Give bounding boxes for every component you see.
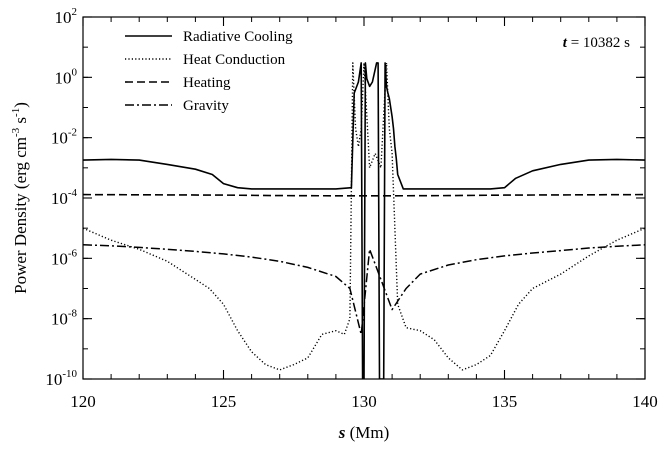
x-axis-unit: (Mm) <box>345 423 389 442</box>
x-axis-title: s (Mm) <box>338 423 390 442</box>
series-line-dashdot <box>83 244 645 336</box>
y-tick-exponent: 0 <box>72 66 78 78</box>
x-tick-label: 130 <box>351 392 377 411</box>
y-axis-suffix: ) <box>11 102 30 108</box>
legend-label: Heat Conduction <box>183 52 286 68</box>
time-value: = 10382 s <box>567 35 630 51</box>
y-tick-label: 10-4 <box>51 187 78 208</box>
y-axis-exp1: -3 <box>10 127 22 137</box>
y-tick-exponent: -2 <box>68 127 77 139</box>
x-axis-symbol: s <box>338 423 346 442</box>
y-tick-label: 10-8 <box>51 308 78 329</box>
y-tick-base: 10 <box>45 370 62 389</box>
y-tick-label: 10-2 <box>51 127 77 148</box>
y-tick-label: 100 <box>55 66 78 87</box>
y-tick-exponent: -4 <box>68 187 78 199</box>
y-tick-label: 102 <box>55 6 78 27</box>
y-tick-label: 10-6 <box>51 247 78 268</box>
y-tick-exponent: 2 <box>72 6 78 18</box>
legend-label: Radiative Cooling <box>183 29 293 45</box>
x-axis-ticks: 120 125 130 135 140 <box>70 17 658 411</box>
y-axis-exp2: -1 <box>10 108 22 117</box>
y-tick-exponent: -10 <box>62 368 77 380</box>
y-tick-base: 10 <box>51 129 68 148</box>
y-tick-base: 10 <box>55 8 72 27</box>
series-group <box>83 62 645 379</box>
y-tick-base: 10 <box>51 249 68 268</box>
y-tick-base: 10 <box>55 68 72 87</box>
legend-label: Gravity <box>183 98 229 114</box>
y-tick-base: 10 <box>51 189 68 208</box>
x-tick-label: 125 <box>211 392 237 411</box>
x-tick-label: 120 <box>70 392 96 411</box>
y-tick-label: 10-10 <box>45 368 77 389</box>
legend: Radiative Cooling Heat Conduction Heating G… <box>125 29 293 114</box>
y-axis-title: Power Density (erg cm-3 s-1) <box>10 102 30 294</box>
y-axis-prefix: Power Density (erg cm <box>11 137 30 294</box>
legend-label: Heating <box>183 75 231 91</box>
time-symbol: t <box>563 35 568 51</box>
x-tick-label: 140 <box>632 392 658 411</box>
series-line-solid <box>83 62 645 379</box>
y-axis-mid: s <box>11 117 30 128</box>
time-annotation: t = 10382 s <box>563 35 630 51</box>
series-line-dashed <box>83 193 645 197</box>
y-tick-exponent: -8 <box>68 308 78 320</box>
y-tick-base: 10 <box>51 310 68 329</box>
y-tick-exponent: -6 <box>68 247 78 259</box>
x-tick-label: 135 <box>492 392 518 411</box>
